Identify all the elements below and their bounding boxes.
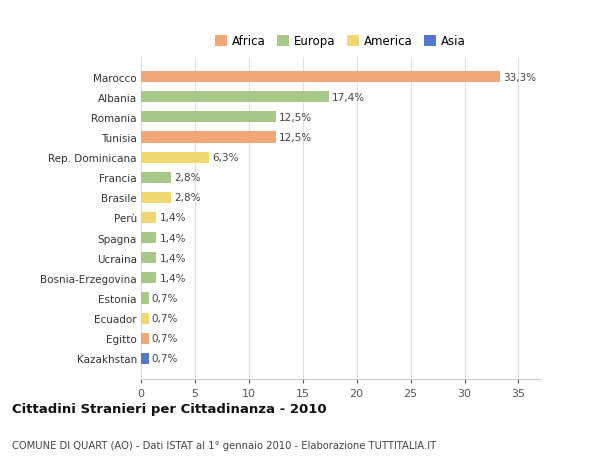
Text: 0,7%: 0,7% [152, 313, 178, 324]
Text: COMUNE DI QUART (AO) - Dati ISTAT al 1° gennaio 2010 - Elaborazione TUTTITALIA.I: COMUNE DI QUART (AO) - Dati ISTAT al 1° … [12, 440, 436, 450]
Bar [141, 293, 149, 304]
Bar [141, 112, 276, 123]
Bar [141, 273, 156, 284]
Text: 2,8%: 2,8% [175, 173, 201, 183]
Legend: Africa, Europa, America, Asia: Africa, Europa, America, Asia [215, 35, 466, 48]
Bar [141, 132, 276, 143]
Text: 6,3%: 6,3% [212, 153, 239, 163]
Bar [141, 192, 171, 203]
Text: 0,7%: 0,7% [152, 353, 178, 364]
Bar [141, 252, 156, 264]
Bar [141, 333, 149, 344]
Bar [141, 353, 149, 364]
Text: 17,4%: 17,4% [332, 93, 365, 102]
Text: 0,7%: 0,7% [152, 334, 178, 343]
Text: 1,4%: 1,4% [160, 233, 186, 243]
Text: 1,4%: 1,4% [160, 253, 186, 263]
Bar [141, 313, 149, 324]
Text: Cittadini Stranieri per Cittadinanza - 2010: Cittadini Stranieri per Cittadinanza - 2… [12, 403, 326, 415]
Text: 1,4%: 1,4% [160, 213, 186, 223]
Bar [141, 233, 156, 244]
Text: 0,7%: 0,7% [152, 293, 178, 303]
Bar [141, 172, 171, 184]
Text: 12,5%: 12,5% [279, 133, 312, 143]
Bar [141, 152, 209, 163]
Text: 33,3%: 33,3% [503, 73, 536, 83]
Bar [141, 213, 156, 224]
Text: 1,4%: 1,4% [160, 273, 186, 283]
Bar [141, 92, 329, 103]
Text: 12,5%: 12,5% [279, 112, 312, 123]
Text: 2,8%: 2,8% [175, 193, 201, 203]
Bar [141, 72, 500, 83]
